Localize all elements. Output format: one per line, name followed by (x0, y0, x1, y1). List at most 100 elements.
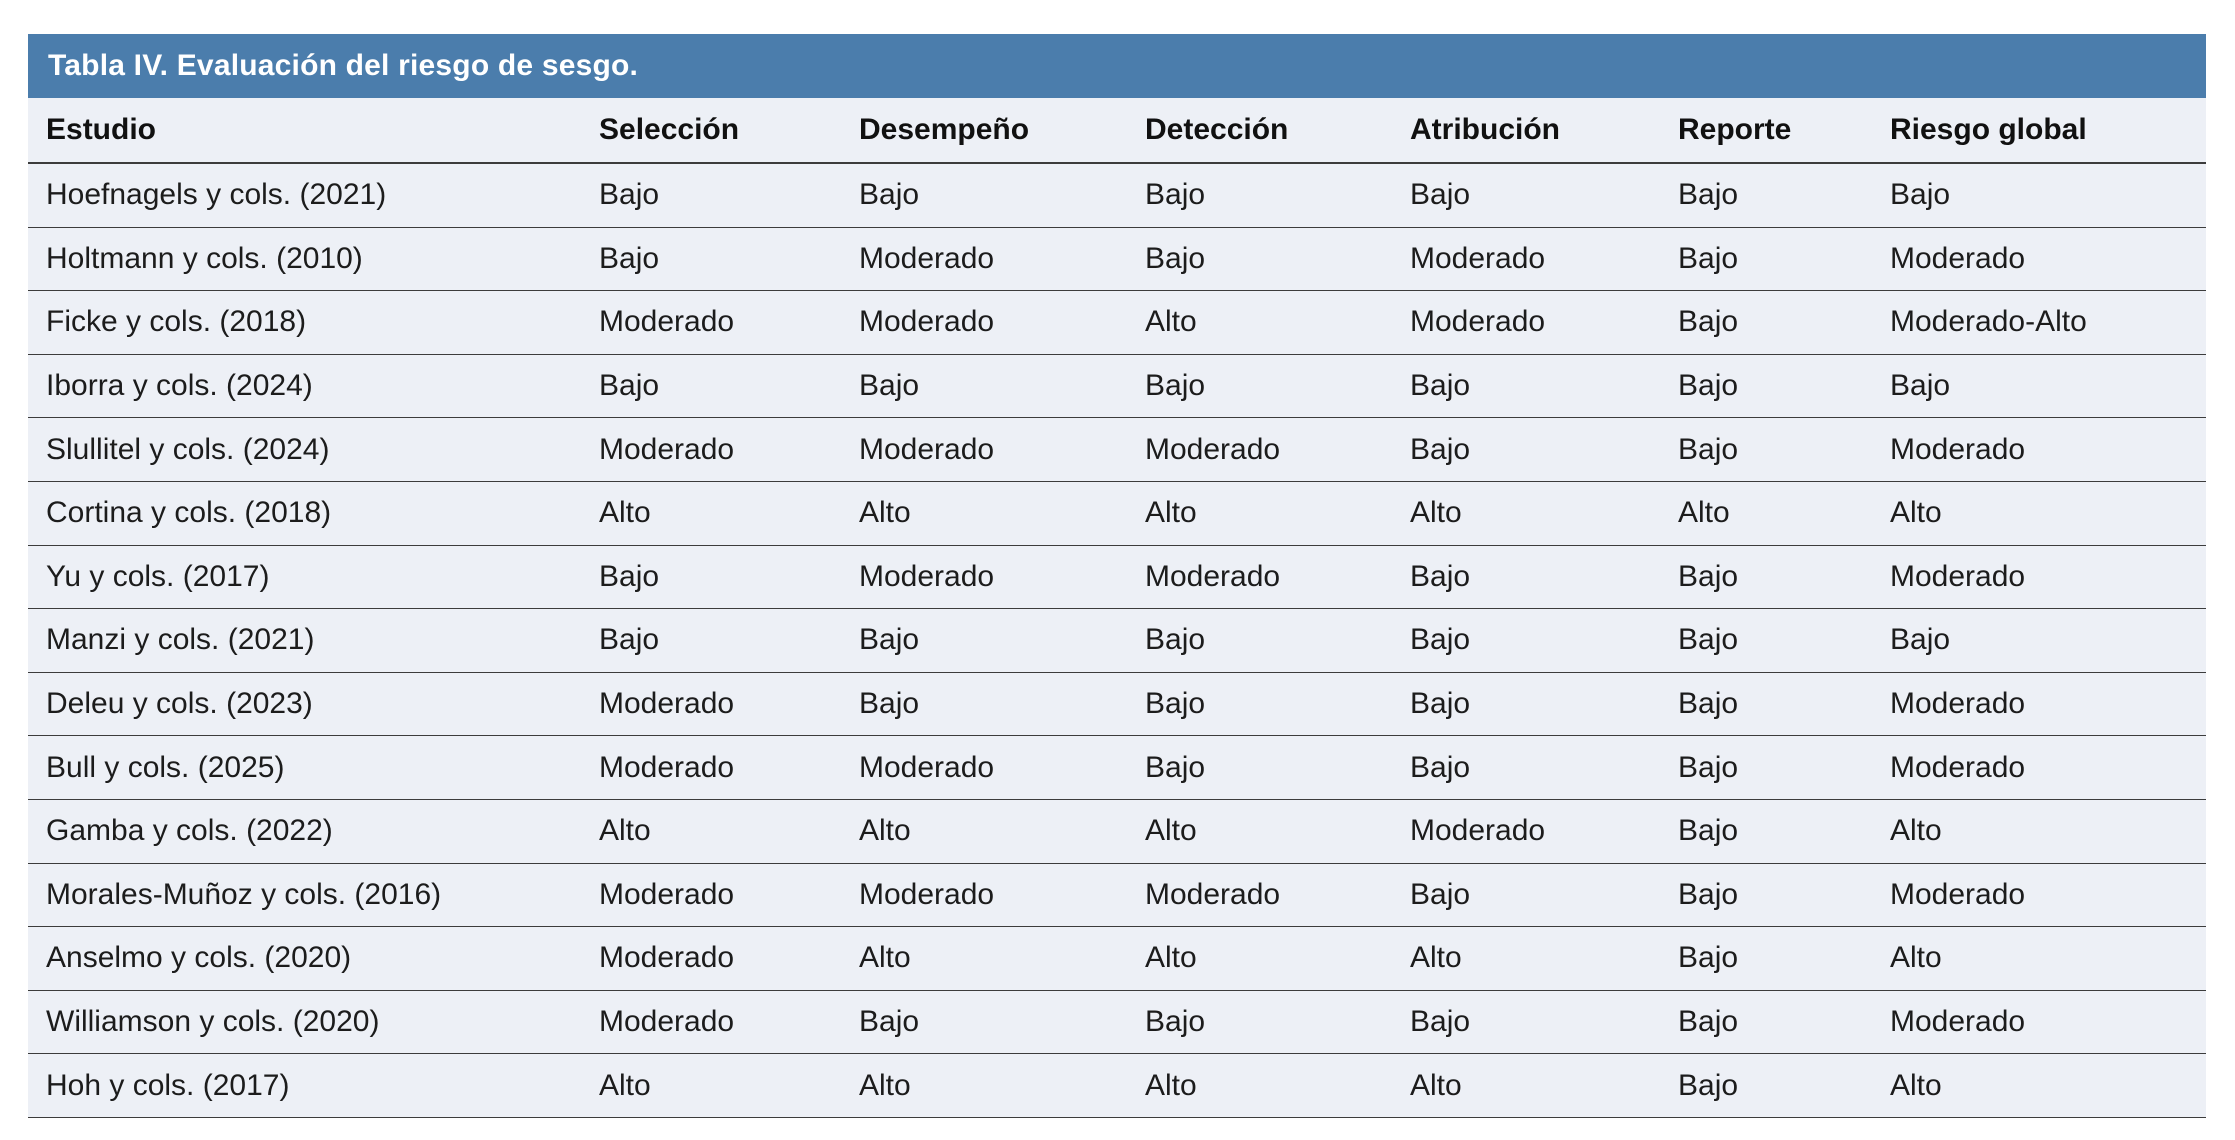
risk-value-cell: Moderado (1392, 227, 1660, 292)
risk-value-cell: Alto (1392, 1053, 1660, 1118)
study-cell: Gamba y cols. (2022) (28, 799, 581, 864)
study-cell: Williamson y cols. (2020) (28, 990, 581, 1055)
risk-value-cell: Bajo (1127, 608, 1392, 673)
risk-value-cell: Moderado (1872, 417, 2206, 482)
risk-value-cell: Moderado (581, 863, 841, 928)
column-header-riesgo-global: Riesgo global (1872, 98, 2206, 164)
table-row: Yu y cols. (2017) Bajo Moderado Moderado Baj… (28, 545, 2206, 610)
risk-value-cell: Bajo (1660, 354, 1872, 419)
table-title-bar: Tabla IV. Evaluación del riesgo de sesgo… (28, 34, 2206, 98)
risk-value-cell: Bajo (1660, 863, 1872, 928)
risk-value-cell: Bajo (1660, 417, 1872, 482)
study-cell: Hoefnagels y cols. (2021) (28, 163, 581, 228)
risk-value-cell: Bajo (1392, 545, 1660, 610)
table-row: Gamba y cols. (2022) Alto Alto Alto Moderado… (28, 799, 2206, 864)
column-header-desempeno: Desempeño (841, 98, 1127, 164)
risk-value-cell: Bajo (1392, 672, 1660, 737)
table-row: Hoh y cols. (2017) Alto Alto Alto Alto Bajo Al… (28, 1053, 2206, 1118)
risk-value-cell: Moderado (1392, 799, 1660, 864)
table-row: Slullitel y cols. (2024) Moderado Moderado… (28, 417, 2206, 482)
column-header-estudio: Estudio (28, 98, 581, 164)
study-cell: Holtmann y cols. (2010) (28, 227, 581, 292)
column-header-atribucion: Atribución (1392, 98, 1660, 164)
risk-value-cell: Bajo (1392, 354, 1660, 419)
risk-value-cell: Bajo (1660, 926, 1872, 991)
risk-value-cell: Alto (1127, 481, 1392, 546)
risk-value-cell: Bajo (1872, 354, 2206, 419)
risk-value-cell: Moderado (581, 290, 841, 355)
table-row: Anselmo y cols. (2020) Moderado Alto Alto Al… (28, 926, 2206, 991)
risk-value-cell: Bajo (841, 163, 1127, 228)
risk-value-cell: Bajo (1392, 417, 1660, 482)
risk-value-cell: Moderado (841, 863, 1127, 928)
column-header-deteccion: Detección (1127, 98, 1392, 164)
risk-value-cell: Moderado (1872, 990, 2206, 1055)
study-cell: Deleu y cols. (2023) (28, 672, 581, 737)
risk-value-cell: Bajo (1660, 735, 1872, 800)
risk-value-cell: Moderado (841, 735, 1127, 800)
risk-value-cell: Moderado (1392, 290, 1660, 355)
risk-value-cell: Bajo (1392, 863, 1660, 928)
risk-value-cell: Bajo (841, 672, 1127, 737)
risk-value-cell: Alto (1392, 926, 1660, 991)
risk-value-cell: Alto (581, 481, 841, 546)
study-cell: Iborra y cols. (2024) (28, 354, 581, 419)
table-row: Hoefnagels y cols. (2021) Bajo Bajo Bajo Baj… (28, 163, 2206, 228)
risk-value-cell: Bajo (1660, 608, 1872, 673)
risk-value-cell: Moderado (1127, 863, 1392, 928)
study-cell: Anselmo y cols. (2020) (28, 926, 581, 991)
risk-value-cell: Bajo (1127, 990, 1392, 1055)
risk-value-cell: Bajo (581, 163, 841, 228)
risk-value-cell: Moderado (581, 672, 841, 737)
risk-value-cell: Bajo (1872, 163, 2206, 228)
risk-value-cell: Bajo (1660, 1053, 1872, 1118)
risk-value-cell: Bajo (1392, 163, 1660, 228)
study-cell: Yu y cols. (2017) (28, 545, 581, 610)
table-body: Hoefnagels y cols. (2021) Bajo Bajo Bajo Baj… (28, 163, 2206, 1118)
risk-value-cell: Alto (1392, 481, 1660, 546)
risk-value-cell: Bajo (1660, 290, 1872, 355)
risk-value-cell: Alto (581, 1053, 841, 1118)
risk-value-cell: Moderado (581, 417, 841, 482)
risk-value-cell: Bajo (1660, 799, 1872, 864)
risk-value-cell: Moderado (1127, 417, 1392, 482)
risk-of-bias-table: Estudio Selección Desempeño Detección Atribu… (28, 98, 2206, 1118)
risk-value-cell: Bajo (841, 354, 1127, 419)
risk-value-cell: Bajo (1127, 227, 1392, 292)
study-cell: Cortina y cols. (2018) (28, 481, 581, 546)
risk-value-cell: Alto (1127, 290, 1392, 355)
table-row: Deleu y cols. (2023) Moderado Bajo Bajo Bajo… (28, 672, 2206, 737)
risk-value-cell: Alto (1127, 926, 1392, 991)
risk-of-bias-table-container: Tabla IV. Evaluación del riesgo de sesgo… (28, 34, 2206, 1118)
table-row: Iborra y cols. (2024) Bajo Bajo Bajo Bajo Baj… (28, 354, 2206, 419)
study-cell: Slullitel y cols. (2024) (28, 417, 581, 482)
risk-value-cell: Bajo (1392, 735, 1660, 800)
risk-value-cell: Bajo (581, 354, 841, 419)
table-row: Holtmann y cols. (2010) Bajo Moderado Bajo M… (28, 227, 2206, 292)
table-row: Manzi y cols. (2021) Bajo Bajo Bajo Bajo Bajo… (28, 608, 2206, 673)
risk-value-cell: Bajo (1127, 163, 1392, 228)
risk-value-cell: Alto (1660, 481, 1872, 546)
risk-value-cell: Bajo (581, 227, 841, 292)
study-cell: Bull y cols. (2025) (28, 735, 581, 800)
risk-value-cell: Bajo (841, 608, 1127, 673)
risk-value-cell: Alto (1127, 1053, 1392, 1118)
risk-value-cell: Bajo (1872, 608, 2206, 673)
risk-value-cell: Bajo (841, 990, 1127, 1055)
risk-value-cell: Bajo (581, 608, 841, 673)
risk-value-cell: Bajo (1660, 990, 1872, 1055)
risk-value-cell: Alto (1127, 799, 1392, 864)
risk-value-cell: Alto (581, 799, 841, 864)
risk-value-cell: Moderado (581, 926, 841, 991)
risk-value-cell: Moderado (581, 990, 841, 1055)
risk-value-cell: Moderado (841, 290, 1127, 355)
risk-value-cell: Moderado (841, 545, 1127, 610)
risk-value-cell: Moderado (1127, 545, 1392, 610)
study-cell: Morales-Muñoz y cols. (2016) (28, 863, 581, 928)
risk-value-cell: Alto (1872, 926, 2206, 991)
risk-value-cell: Bajo (581, 545, 841, 610)
risk-value-cell: Bajo (1392, 608, 1660, 673)
risk-value-cell: Moderado-Alto (1872, 290, 2206, 355)
risk-value-cell: Moderado (841, 227, 1127, 292)
